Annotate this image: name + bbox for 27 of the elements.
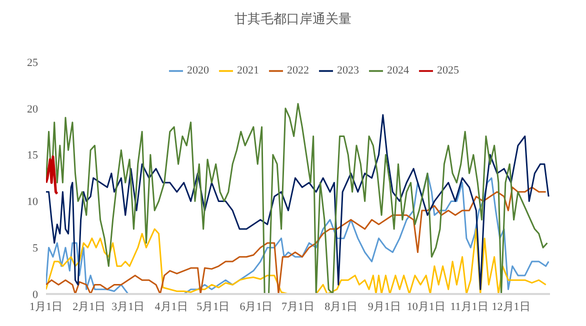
y-tick-label: 15 — [27, 150, 38, 162]
x-tick-label: 1月1日 — [30, 300, 62, 313]
y-tick-label: 25 — [27, 56, 38, 69]
y-tick-label: 20 — [27, 103, 38, 116]
legend-label: 2020 — [187, 64, 209, 77]
y-tick-label: 5 — [32, 242, 38, 255]
legend-label: 2022 — [287, 64, 309, 77]
legend-label: 2024 — [387, 64, 409, 77]
x-tick-label: 3月1日 — [112, 300, 145, 313]
y-tick-label: 10 — [27, 196, 38, 208]
x-tick-label: 6月1日 — [240, 300, 273, 313]
x-tick-label: 2月1日 — [72, 300, 106, 313]
x-tick-label: 4月1日 — [154, 300, 188, 313]
x-tick-label: 5月1日 — [196, 300, 230, 313]
x-tick-label: 7月1日 — [282, 300, 314, 313]
x-tick-label: 9月1日 — [368, 300, 401, 313]
x-tick-label: 10月1日 — [406, 300, 446, 313]
x-tick-label: 8月1日 — [324, 300, 358, 313]
line-series — [46, 228, 547, 294]
legend-label: 2021 — [237, 64, 259, 77]
x-tick-label: 11月1日 — [450, 300, 488, 313]
legend-label: 2023 — [337, 64, 359, 77]
legend-label: 2025 — [437, 64, 459, 77]
y-tick-label: 0 — [32, 288, 38, 301]
line-series — [46, 155, 58, 196]
chart-title: 甘其毛都口岸通关量 — [234, 10, 352, 28]
x-tick-label: 12月1日 — [492, 300, 530, 313]
